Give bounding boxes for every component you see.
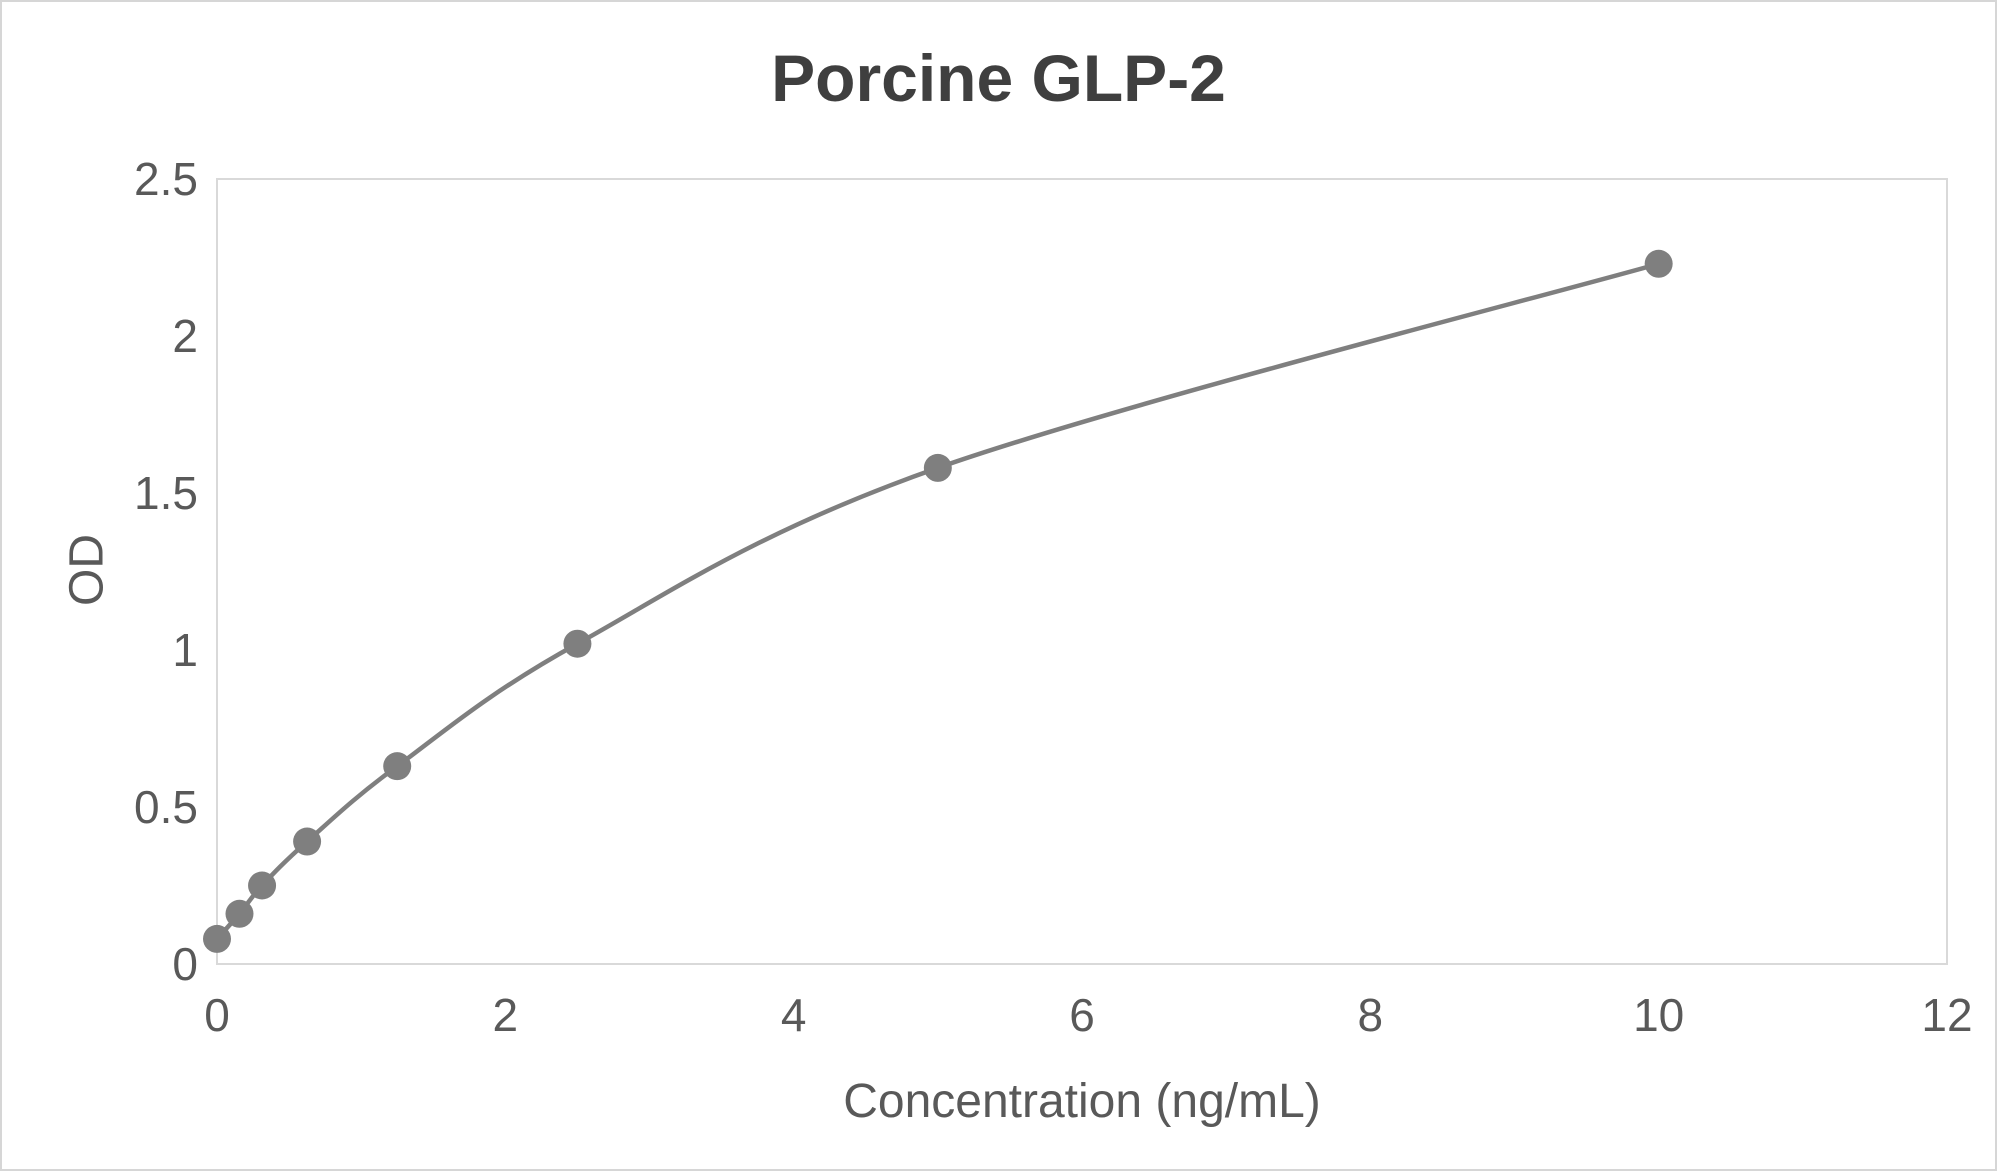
- data-point-marker: [203, 924, 231, 953]
- y-axis-title: OD: [60, 534, 114, 606]
- x-tick-label: 2: [493, 989, 519, 1041]
- x-tick-label: 4: [781, 989, 807, 1041]
- x-tick-label: 6: [1069, 989, 1095, 1041]
- y-tick-label: 2.5: [134, 153, 198, 205]
- x-tick-label: 8: [1358, 989, 1384, 1041]
- x-tick-label: 12: [1921, 989, 1972, 1041]
- chart-title: Porcine GLP-2: [771, 41, 1226, 115]
- y-tick-label: 0: [172, 938, 198, 990]
- series-line: [214, 261, 1661, 942]
- x-tick-label: 0: [204, 989, 230, 1041]
- data-point-marker: [563, 629, 592, 658]
- y-tick-label: 0.5: [134, 781, 198, 833]
- data-point-marker: [1644, 249, 1673, 278]
- x-axis-title: Concentration (ng/mL): [843, 1075, 1321, 1128]
- data-point-marker: [248, 871, 277, 900]
- y-tick-label: 1: [172, 624, 198, 676]
- data-point-marker: [293, 827, 322, 856]
- data-point-marker: [923, 453, 952, 482]
- data-point-marker: [225, 899, 254, 928]
- plot-border: [216, 178, 1948, 965]
- x-tick-label: 10: [1633, 989, 1684, 1041]
- y-tick-label: 1.5: [134, 467, 198, 519]
- data-point-marker: [383, 752, 412, 781]
- y-tick-label: 2: [172, 310, 198, 362]
